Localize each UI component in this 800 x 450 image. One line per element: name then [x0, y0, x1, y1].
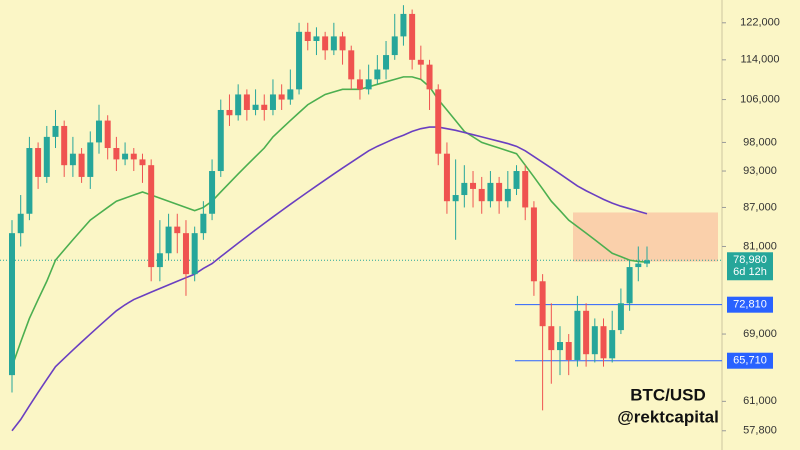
candle-body: [261, 104, 268, 110]
candle-body: [278, 94, 285, 100]
candle-body: [209, 171, 216, 214]
candle-body: [583, 310, 590, 355]
plot: 122,000 114,000 106,000 98,000 93,000 87,000 8…: [0, 5, 780, 437]
candle-body: [496, 182, 503, 202]
candle-body: [487, 182, 494, 202]
candle-body: [391, 36, 398, 56]
candle-body: [557, 342, 564, 351]
candle-body: [104, 120, 111, 149]
candle-body: [417, 59, 424, 65]
candle-body: [287, 89, 294, 100]
candle-body: [374, 69, 381, 80]
candle-body: [113, 148, 120, 160]
y-tick-label: 122,000: [740, 17, 780, 29]
y-tick-label: 87,000: [743, 201, 777, 213]
candle-body: [478, 188, 485, 202]
candle-body: [43, 136, 50, 177]
candle-body: [339, 36, 346, 51]
candle-body: [365, 79, 372, 90]
candle-body: [383, 55, 390, 70]
candle-body: [269, 94, 276, 110]
candle-body: [513, 171, 520, 189]
candle-body: [235, 94, 242, 116]
candle-body: [130, 153, 137, 160]
author-label: @rektcapital: [617, 407, 719, 426]
candle-body: [426, 64, 433, 90]
candle-body: [522, 171, 529, 208]
candle-body: [600, 326, 607, 359]
candle-body: [609, 330, 616, 359]
candle-body: [61, 125, 68, 166]
candle-body: [400, 13, 407, 37]
candle-body: [226, 109, 233, 116]
y-tick-label: 93,000: [743, 165, 777, 177]
candle-body: [87, 142, 94, 177]
candle-body: [644, 260, 650, 264]
y-tick-label: 81,000: [743, 240, 777, 252]
candle-body: [565, 342, 572, 360]
candle-body: [78, 153, 85, 177]
candle-body: [356, 79, 363, 90]
candle-body: [530, 207, 537, 282]
level-label-box: [727, 352, 773, 369]
y-tick-label: 69,000: [743, 328, 777, 340]
candle-body: [322, 36, 329, 51]
candle-body: [156, 253, 163, 268]
y-tick-label: 57,800: [743, 425, 777, 437]
candle-body: [574, 310, 581, 360]
candle-body: [435, 89, 442, 154]
candle-body: [304, 31, 311, 42]
candle-body: [35, 148, 42, 177]
candle-body: [217, 109, 224, 172]
candle-body: [26, 148, 33, 214]
level-label-box: [727, 296, 773, 313]
price-label: 78,980: [733, 254, 767, 266]
level-label: 65,710: [733, 355, 767, 367]
candle-body: [548, 326, 555, 351]
candle-body: [348, 50, 355, 80]
candle-body: [461, 182, 468, 196]
candle-body: [191, 233, 198, 275]
candle-body: [539, 281, 546, 327]
candle-body: [452, 195, 459, 202]
candle-body: [95, 120, 102, 143]
candle-body: [69, 153, 76, 166]
candle-body: [626, 267, 633, 304]
moving-average: [11, 126, 648, 432]
pair-label: BTC/USD: [630, 385, 706, 404]
candle-body: [635, 263, 642, 268]
price-label-box: [727, 252, 773, 281]
candle-body: [409, 13, 416, 60]
countdown-label: 6d 12h: [733, 266, 767, 278]
candle-body: [182, 233, 189, 275]
candle-body: [9, 233, 15, 376]
candle-body: [617, 303, 624, 331]
candle-body: [504, 188, 511, 202]
candle-body: [17, 213, 24, 234]
y-tick-label: 114,000: [741, 54, 780, 66]
y-tick-label: 98,000: [743, 136, 777, 148]
candle-body: [148, 165, 155, 268]
candle-body: [313, 36, 320, 42]
candle-body: [252, 104, 259, 110]
candle-body: [139, 159, 146, 166]
candle-body: [174, 226, 181, 234]
candle-body: [122, 153, 129, 160]
level-label: 72,810: [733, 299, 767, 311]
candle-body: [165, 226, 172, 254]
y-tick-label: 106,000: [740, 93, 780, 105]
candle-body: [243, 94, 250, 110]
candle-body: [591, 326, 598, 355]
moving-average: [11, 76, 648, 367]
candle-body: [52, 125, 59, 137]
candle-body: [296, 31, 303, 90]
resistance-zone: [573, 212, 718, 262]
y-tick-label: 61,000: [743, 395, 777, 407]
candle-body: [470, 182, 477, 189]
candle-body: [200, 213, 207, 234]
candle-body: [330, 36, 337, 51]
candle-body: [443, 153, 450, 202]
